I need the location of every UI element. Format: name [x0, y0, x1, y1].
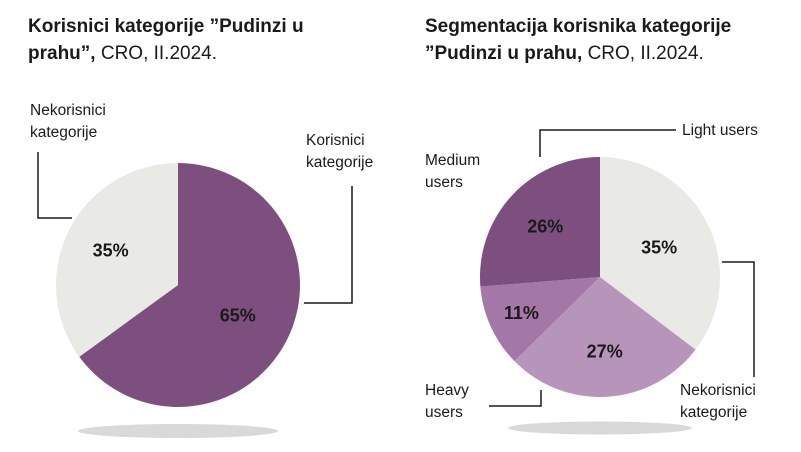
callout-line-korisnici-left	[304, 186, 353, 304]
pct-label-nekorisnici-kategorije: 35%	[93, 241, 129, 261]
right-pie-shadow	[508, 421, 692, 435]
pct-label-medium-users: 11%	[504, 303, 539, 323]
pie-slice-light-users	[480, 157, 600, 287]
callout-label-nekorisnici-right: Nekorisnici kategorije	[680, 382, 756, 422]
callout-line-light-users	[539, 129, 676, 157]
left-pie-chart: 65% 35%	[55, 163, 300, 407]
callout-label-korisnici-left: Korisnici kategorije	[306, 132, 374, 172]
pct-label-light-users: 26%	[527, 217, 563, 237]
callout-label-light-users: Light users	[682, 122, 758, 139]
right-pie-chart: 35% 27% 11% 26%	[480, 157, 720, 397]
pct-label-korisnici-kategorije: 65%	[220, 306, 256, 326]
right-chart-title: Segmentacija korisnika kategorije ”Pudin…	[425, 14, 797, 67]
callout-label-nekorisnici-left: Nekorisnici kategorije	[30, 102, 106, 142]
callout-line-nekorisnici-right	[722, 261, 755, 377]
callout-line-nekorisnici-left	[37, 152, 72, 219]
pie-slice-heavy-users	[514, 277, 696, 397]
pie-slice-medium-users	[480, 277, 600, 362]
left-chart-title: Korisnici kategorije ”Pudinzi u prahu”, …	[28, 14, 364, 67]
pie-slice-nekorisnici-kategorije	[600, 157, 720, 350]
pct-label-nekorisnici-kategorije: 35%	[641, 238, 677, 258]
callout-line-heavy-users	[489, 390, 542, 407]
right-chart-title-rest: CRO, II.2024.	[587, 42, 704, 64]
right-chart-title-bold: Segmentacija korisnika kategorije ”Pudin…	[425, 16, 732, 64]
pie-slice-korisnici-kategorije	[79, 163, 300, 407]
left-chart-title-rest: CRO, II.2024.	[100, 42, 218, 64]
pct-label-heavy-users: 27%	[587, 341, 623, 361]
callout-label-heavy-users: Heavy users	[425, 382, 469, 422]
left-pie-shadow	[78, 424, 278, 438]
pie-slice-nekorisnici-kategorije	[55, 163, 178, 357]
callout-label-medium-users: Medium users	[425, 152, 481, 192]
left-chart-title-bold: Korisnici kategorije ”Pudinzi u prahu”,	[28, 16, 304, 64]
